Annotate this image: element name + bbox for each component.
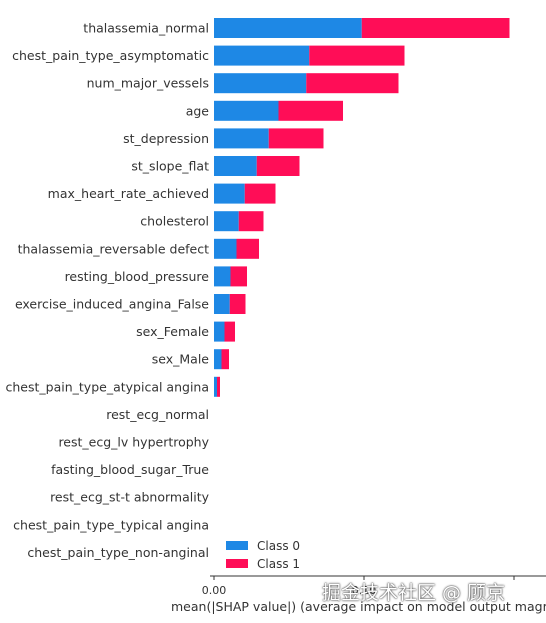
bar-class-1 (236, 238, 259, 259)
category-label: max_heart_rate_achieved (48, 186, 209, 201)
bar-class-0 (214, 266, 231, 287)
legend: Class 0 Class 1 (226, 539, 300, 571)
x-tick-label: 0.00 (202, 584, 227, 597)
bar-class-1 (221, 349, 229, 370)
category-label: age (186, 103, 210, 118)
bar-class-1 (244, 183, 276, 204)
legend-label: Class 0 (257, 539, 300, 553)
legend-swatch (226, 541, 248, 550)
legend-label: Class 1 (257, 557, 300, 571)
bar-class-1 (278, 100, 343, 121)
category-label: sex_Male (152, 352, 210, 367)
category-label: fasting_blood_sugar_True (51, 462, 209, 477)
bar-class-1 (268, 128, 324, 149)
bar-class-0 (214, 211, 239, 232)
category-label: resting_blood_pressure (65, 269, 210, 284)
bar-class-0 (214, 376, 217, 397)
bar-class-1 (306, 73, 399, 94)
bar-class-0 (214, 349, 222, 370)
x-ticks: 0.000.100.30 (202, 576, 515, 597)
category-label: cholesterol (140, 214, 209, 229)
category-label: rest_ecg_lv hypertrophy (58, 435, 209, 450)
category-label: st_depression (123, 131, 209, 146)
bar-class-1 (230, 266, 247, 287)
category-label: chest_pain_type_typical angina (13, 517, 209, 532)
category-label: sex_Female (136, 324, 209, 339)
bar-class-1 (224, 321, 235, 342)
bar-class-0 (214, 156, 257, 176)
category-label: rest_ecg_normal (106, 407, 209, 422)
bar-class-1 (238, 211, 264, 232)
bar-class-0 (214, 183, 245, 204)
category-label: st_slope_flat (131, 159, 209, 174)
category-label: thalassemia_normal (83, 21, 209, 36)
bar-class-1 (309, 45, 405, 66)
category-labels: thalassemia_normal chest_pain_type_asympt… (6, 21, 210, 560)
x-axis-label: mean(|SHAP value|) (average impact on mo… (171, 599, 546, 614)
watermark: 掘金技术社区 @ 顾京 (322, 582, 506, 604)
bar-class-0 (214, 294, 230, 314)
category-label: chest_pain_type_non-anginal (27, 545, 209, 560)
bar-class-1 (361, 18, 510, 38)
bar-class-0 (214, 45, 310, 66)
bar-class-0 (214, 238, 237, 259)
x-tick-label: 0.10 (352, 584, 377, 597)
bar-class-1 (256, 156, 300, 176)
category-label: chest_pain_type_asymptomatic (12, 48, 209, 63)
category-label: num_major_vessels (87, 76, 209, 91)
category-label: thalassemia_reversable defect (18, 241, 210, 256)
bar-class-0 (214, 73, 307, 94)
bar-class-1 (217, 376, 220, 397)
bar-class-0 (214, 128, 269, 149)
bars (214, 18, 510, 397)
bar-class-0 (214, 321, 225, 342)
category-label: exercise_induced_angina_False (15, 297, 209, 312)
bar-class-0 (214, 18, 362, 38)
bar-class-1 (229, 294, 246, 314)
category-label: chest_pain_type_atypical angina (6, 379, 209, 394)
bar-class-0 (214, 100, 279, 121)
category-label: rest_ecg_st-t abnormality (50, 490, 210, 505)
legend-swatch (226, 559, 248, 568)
